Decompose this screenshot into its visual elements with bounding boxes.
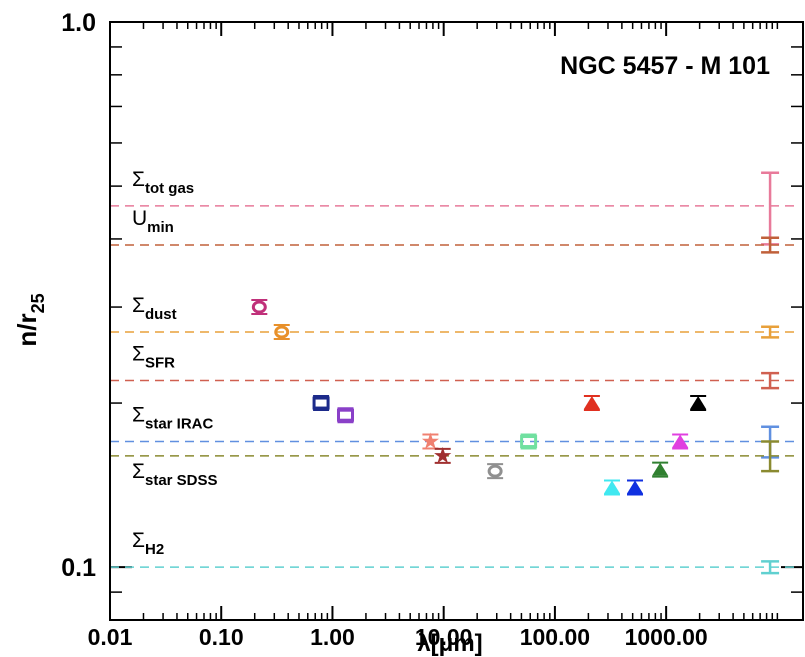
reference-subscript: SFR <box>145 354 175 371</box>
point <box>487 464 503 478</box>
point <box>672 434 689 448</box>
x-tick-label: 10.00 <box>415 624 473 650</box>
reference-subscript: star SDSS <box>145 472 218 489</box>
reference-symbol: Σ <box>132 404 145 427</box>
point <box>520 435 538 449</box>
reference-subscript: dust <box>145 306 177 323</box>
reference-symbol: Σ <box>132 460 145 483</box>
y-axis-label-text: n/r25 <box>12 293 48 346</box>
reference-label: Σtot gas <box>132 168 194 197</box>
x-tick-label: 0.01 <box>88 624 133 650</box>
y-tick-label: 0.1 <box>61 554 96 582</box>
point <box>627 480 644 494</box>
x-tick-label: 100.00 <box>520 624 590 650</box>
reference-subscript: min <box>147 219 174 236</box>
reference-symbol: Σ <box>132 529 145 552</box>
point <box>274 325 290 339</box>
y-axis-label: n/r25 <box>12 293 48 346</box>
x-tick-label: 1.00 <box>310 624 355 650</box>
reference-label: Umin <box>132 207 174 236</box>
point <box>336 408 354 422</box>
reference-subscript: H2 <box>145 541 164 558</box>
reference-label: Σstar IRAC <box>132 404 214 433</box>
reference-symbol: U <box>132 207 147 230</box>
x-tick-label: 1000.00 <box>625 624 708 650</box>
point <box>251 300 267 314</box>
y-label-main: n/r <box>12 313 42 346</box>
point <box>690 396 707 410</box>
x-tick-label: 0.10 <box>199 624 244 650</box>
point <box>603 480 620 494</box>
chart-title: NGC 5457 - M 101 <box>560 52 770 80</box>
reference-subscript: tot gas <box>145 180 194 197</box>
y-label-sub: 25 <box>28 293 48 313</box>
y-tick-label: 1.0 <box>61 9 96 37</box>
reference-symbol: Σ <box>132 294 145 317</box>
point <box>312 396 330 410</box>
plot-frame <box>109 21 804 621</box>
reference-subscript: star IRAC <box>145 416 214 433</box>
point <box>421 432 439 449</box>
reference-label: ΣH2 <box>132 529 164 558</box>
point <box>583 396 600 410</box>
reference-label: Σstar SDSS <box>132 460 218 489</box>
point <box>434 446 452 464</box>
reference-label: Σdust <box>132 294 177 323</box>
point <box>652 462 669 476</box>
reference-symbol: Σ <box>132 168 145 191</box>
reference-label: ΣSFR <box>132 342 175 371</box>
x-axis-label: λ[μm] <box>417 630 482 657</box>
reference-symbol: Σ <box>132 342 145 365</box>
